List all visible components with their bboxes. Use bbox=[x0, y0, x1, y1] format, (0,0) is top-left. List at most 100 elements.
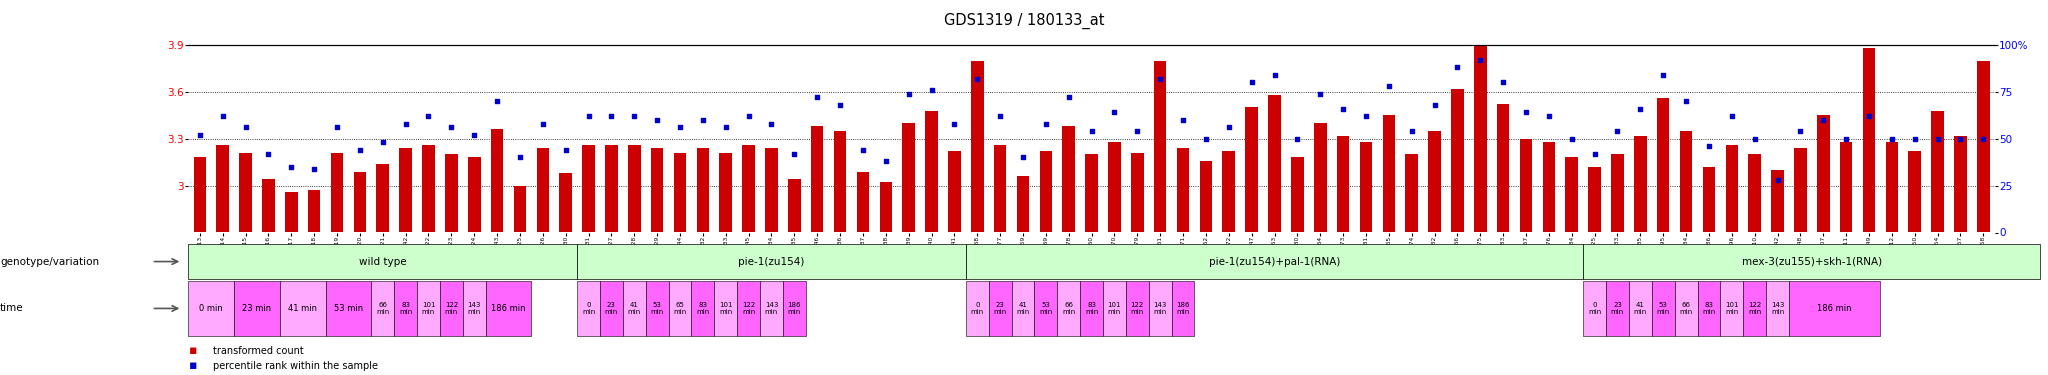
Text: 143
min: 143 min bbox=[467, 302, 481, 315]
Point bbox=[1761, 177, 1794, 183]
Point bbox=[733, 113, 766, 119]
Point bbox=[1898, 136, 1931, 142]
Point bbox=[1395, 128, 1427, 134]
Bar bbox=[629, 145, 641, 232]
Point bbox=[686, 117, 719, 123]
Bar bbox=[1589, 167, 1602, 232]
Text: 23
min: 23 min bbox=[993, 302, 1008, 315]
Point bbox=[823, 102, 856, 108]
Text: 53
min: 53 min bbox=[1657, 302, 1669, 315]
Bar bbox=[696, 148, 709, 232]
Point bbox=[1944, 136, 1976, 142]
Text: 83
min: 83 min bbox=[1085, 302, 1098, 315]
Bar bbox=[467, 158, 481, 232]
Point bbox=[938, 121, 971, 127]
Text: 186 min: 186 min bbox=[492, 304, 526, 313]
Bar bbox=[1886, 142, 1898, 232]
Bar bbox=[1772, 170, 1784, 232]
Bar bbox=[1679, 131, 1692, 232]
Text: 53 min: 53 min bbox=[334, 304, 362, 313]
Text: ▪: ▪ bbox=[188, 344, 197, 357]
Text: 66
min: 66 min bbox=[377, 302, 389, 315]
Point bbox=[1829, 136, 1862, 142]
Point bbox=[1921, 136, 1954, 142]
Point bbox=[344, 147, 377, 153]
Point bbox=[367, 140, 399, 146]
Bar bbox=[1702, 167, 1716, 232]
Text: GDS1319 / 180133_at: GDS1319 / 180133_at bbox=[944, 13, 1104, 29]
Point bbox=[1190, 136, 1223, 142]
Bar bbox=[1130, 153, 1143, 232]
Point bbox=[1120, 128, 1153, 134]
Bar bbox=[651, 148, 664, 232]
Bar bbox=[1223, 151, 1235, 232]
Bar bbox=[377, 164, 389, 232]
Bar bbox=[1542, 142, 1554, 232]
Point bbox=[1647, 72, 1679, 78]
Bar bbox=[788, 179, 801, 232]
Point bbox=[229, 124, 262, 130]
Bar bbox=[1954, 136, 1966, 232]
Text: 0
min: 0 min bbox=[971, 302, 983, 315]
Bar bbox=[537, 148, 549, 232]
Text: 186 min: 186 min bbox=[1817, 304, 1851, 313]
Text: 41
min: 41 min bbox=[1634, 302, 1647, 315]
Bar bbox=[1427, 131, 1442, 232]
Bar bbox=[766, 148, 778, 232]
Bar bbox=[422, 145, 434, 232]
Text: 0
min: 0 min bbox=[582, 302, 596, 315]
Bar bbox=[285, 192, 297, 232]
Point bbox=[1372, 83, 1405, 89]
Point bbox=[322, 124, 354, 130]
Point bbox=[1669, 98, 1702, 104]
Bar bbox=[1153, 61, 1167, 232]
Text: 101
min: 101 min bbox=[719, 302, 733, 315]
Point bbox=[207, 113, 240, 119]
Bar bbox=[1864, 48, 1876, 232]
Text: genotype/variation: genotype/variation bbox=[0, 256, 98, 267]
Bar bbox=[1612, 154, 1624, 232]
Point bbox=[618, 113, 651, 119]
Bar bbox=[1382, 115, 1395, 232]
Bar bbox=[1657, 98, 1669, 232]
Point bbox=[1098, 110, 1130, 116]
Text: 101
min: 101 min bbox=[422, 302, 436, 315]
Point bbox=[1167, 117, 1200, 123]
Point bbox=[1806, 117, 1839, 123]
Bar bbox=[971, 61, 983, 232]
Point bbox=[1692, 143, 1724, 149]
Text: 41
min: 41 min bbox=[1016, 302, 1030, 315]
Bar bbox=[1337, 136, 1350, 232]
Bar bbox=[1452, 89, 1464, 232]
Text: 83
min: 83 min bbox=[1702, 302, 1716, 315]
Text: pie-1(zu154): pie-1(zu154) bbox=[737, 256, 805, 267]
Point bbox=[641, 117, 674, 123]
Point bbox=[1602, 128, 1634, 134]
Point bbox=[801, 94, 834, 100]
Bar bbox=[1497, 104, 1509, 232]
Bar bbox=[582, 145, 594, 232]
Text: time: time bbox=[0, 303, 25, 313]
Text: 122
min: 122 min bbox=[741, 302, 756, 315]
Bar bbox=[1268, 95, 1280, 232]
Point bbox=[1305, 91, 1337, 97]
Bar bbox=[1794, 148, 1806, 232]
Point bbox=[481, 98, 514, 104]
Text: 23
min: 23 min bbox=[604, 302, 618, 315]
Point bbox=[412, 113, 444, 119]
Point bbox=[846, 147, 879, 153]
Point bbox=[1554, 136, 1587, 142]
Point bbox=[274, 164, 307, 170]
Text: 66
min: 66 min bbox=[1063, 302, 1075, 315]
Text: 53
min: 53 min bbox=[1038, 302, 1053, 315]
Bar bbox=[354, 171, 367, 232]
Text: mex-3(zu155)+skh-1(RNA): mex-3(zu155)+skh-1(RNA) bbox=[1741, 256, 1882, 267]
Point bbox=[1417, 102, 1450, 108]
Text: 41
min: 41 min bbox=[627, 302, 641, 315]
Point bbox=[1966, 136, 1999, 142]
Text: 122
min: 122 min bbox=[1130, 302, 1145, 315]
Bar bbox=[444, 154, 457, 232]
Point bbox=[1624, 106, 1657, 112]
Point bbox=[526, 121, 559, 127]
Point bbox=[184, 132, 217, 138]
